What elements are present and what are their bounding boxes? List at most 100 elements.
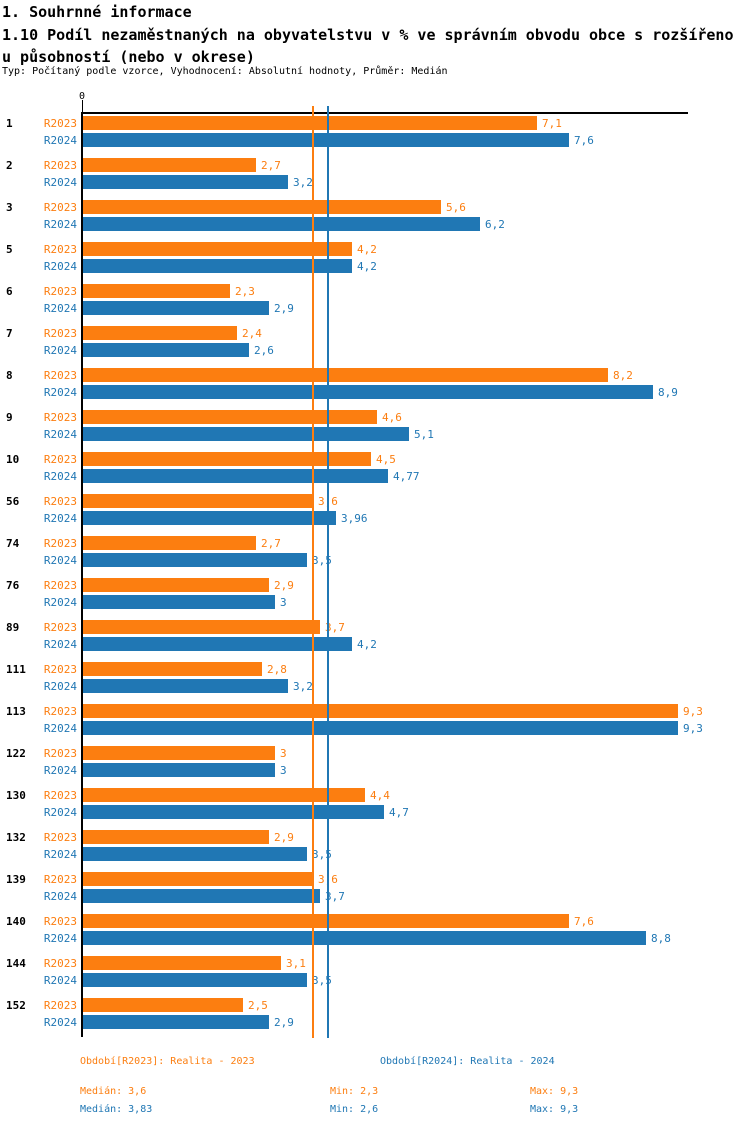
category-group: 152 R2023 2,5 R2024 2,9 — [0, 998, 750, 1029]
series-label-r2024: R2024 — [43, 806, 77, 819]
bar-value-label: 2,7 — [261, 537, 281, 550]
chart-title-line-1: 1.10 Podíl nezaměstnaných na obyvatelstv… — [2, 26, 734, 44]
bar-value-label: 3,5 — [312, 848, 332, 861]
bar-row-r2024: R2024 4,2 — [0, 259, 750, 273]
bar-value-label: 8,9 — [658, 386, 678, 399]
r2023-bar — [83, 662, 262, 676]
series-label-r2023: R2023 — [43, 831, 77, 844]
series-label-r2024: R2024 — [43, 680, 77, 693]
bar-row-r2024: R2024 2,9 — [0, 301, 750, 315]
bar-row-r2024: R2024 4,2 — [0, 637, 750, 651]
category-group: 10 R2023 4,5 R2024 4,77 — [0, 452, 750, 483]
category-group: 7 R2023 2,4 R2024 2,6 — [0, 326, 750, 357]
legend-r2023: Období[R2023]: Realita - 2023 — [80, 1056, 255, 1067]
r2024-bar — [83, 133, 569, 147]
chart-subtitle: Typ: Počítaný podle vzorce, Vyhodnocení:… — [2, 66, 448, 77]
bar-row-r2023: R2023 2,8 — [0, 662, 750, 676]
series-label-r2024: R2024 — [43, 512, 77, 525]
section-title: 1. Souhrnné informace — [2, 3, 192, 21]
series-label-r2024: R2024 — [43, 848, 77, 861]
bar-value-label: 4,5 — [376, 453, 396, 466]
bar-value-label: 2,3 — [235, 285, 255, 298]
category-group: 111 R2023 2,8 R2024 3,2 — [0, 662, 750, 693]
category-group: 76 R2023 2,9 R2024 3 — [0, 578, 750, 609]
category-label: 3 — [6, 201, 13, 214]
category-group: 56R20233,6 R2024 3,96 — [0, 494, 750, 525]
category-group: 74 R2023 2,7 R2024 3,5 — [0, 536, 750, 567]
category-label: 130 — [6, 789, 26, 802]
r2024-bar — [83, 721, 678, 735]
r2024-bar — [83, 511, 336, 525]
category-label: 139 — [6, 873, 26, 886]
r2023-bar — [83, 452, 371, 466]
bar-value-label: 9,3 — [683, 705, 703, 718]
bar-value-label: 2,7 — [261, 159, 281, 172]
r2024-bar — [83, 805, 384, 819]
series-label-r2024: R2024 — [43, 386, 77, 399]
category-label: 5 — [6, 243, 13, 256]
r2023-bar — [83, 158, 256, 172]
series-label-r2024: R2024 — [43, 764, 77, 777]
r2023-bar — [83, 326, 237, 340]
bar-value-label: 4,2 — [357, 638, 377, 651]
r2024-bar — [83, 595, 275, 609]
bar-row-r2023: R2023 2,9 — [0, 578, 750, 592]
bar-value-label: 2,9 — [274, 579, 294, 592]
category-label: 74 — [6, 537, 20, 550]
series-label-r2024: R2024 — [43, 470, 77, 483]
category-group: 130 R2023 4,4 R2024 4,7 — [0, 788, 750, 819]
category-label: 140 — [6, 915, 26, 928]
bar-value-label: 2,5 — [248, 999, 268, 1012]
bar-row-r2023: R2023 7,1 — [0, 116, 750, 130]
r2023-bar — [83, 914, 569, 928]
bar-row-r2024: R2024 3,7 — [0, 889, 750, 903]
category-label: 111 — [6, 663, 26, 676]
bar-value-label: 4,2 — [357, 260, 377, 273]
bar-row-r2024: R2024 7,6 — [0, 133, 750, 147]
bar-value-label: 3 — [280, 747, 287, 760]
median-line-r2023 — [312, 106, 314, 1038]
series-label-r2024: R2024 — [43, 596, 77, 609]
r2023-bar — [83, 578, 269, 592]
r2023-bar — [83, 872, 313, 886]
stat-median-r2024: Medián: 3,83 — [80, 1104, 153, 1115]
category-label: 122 — [6, 747, 26, 760]
bar-value-label: 3,1 — [286, 957, 306, 970]
series-label-r2023: R2023 — [43, 369, 77, 382]
category-group: 113 R2023 9,3 R2024 9,3 — [0, 704, 750, 735]
y-axis-line — [81, 112, 83, 1037]
series-label-r2023: R2023 — [43, 327, 77, 340]
median-line-r2024 — [327, 106, 329, 1038]
series-label-r2023: R2023 — [43, 705, 77, 718]
category-group: 139R20233,6 R2024 3,7 — [0, 872, 750, 903]
category-label: 152 — [6, 999, 26, 1012]
bar-value-label: 4,6 — [382, 411, 402, 424]
series-label-r2023: R2023 — [43, 537, 77, 550]
bar-value-label: 5,6 — [446, 201, 466, 214]
r2023-bar — [83, 494, 313, 508]
bar-row-r2023: R2023 2,9 — [0, 830, 750, 844]
bar-row-r2024: R2024 2,9 — [0, 1015, 750, 1029]
bar-value-label: 3,2 — [293, 176, 313, 189]
stat-max-r2024: Max: 9,3 — [530, 1104, 579, 1115]
bar-value-label: 7,1 — [542, 117, 562, 130]
category-label: 132 — [6, 831, 26, 844]
bar-row-r2024: R2024 3,2 — [0, 679, 750, 693]
legend-r2024: Období[R2024]: Realita - 2024 — [380, 1056, 555, 1067]
bar-value-label: 4,2 — [357, 243, 377, 256]
r2023-bar — [83, 620, 320, 634]
stat-min-r2024: Min: 2,6 — [330, 1104, 379, 1115]
r2023-bar — [83, 200, 441, 214]
r2024-bar — [83, 217, 480, 231]
series-label-r2023: R2023 — [43, 117, 77, 130]
bar-row-r2023: R2023 2,5 — [0, 998, 750, 1012]
bar-row-r2023: R2023 4,2 — [0, 242, 750, 256]
bar-row-r2023: R2023 7,6 — [0, 914, 750, 928]
bar-row-r2023: R2023 8,2 — [0, 368, 750, 382]
bar-value-label: 3,7 — [325, 621, 345, 634]
bar-row-r2024: R2024 2,6 — [0, 343, 750, 357]
series-label-r2023: R2023 — [43, 453, 77, 466]
bar-row-r2023: R2023 3,7 — [0, 620, 750, 634]
